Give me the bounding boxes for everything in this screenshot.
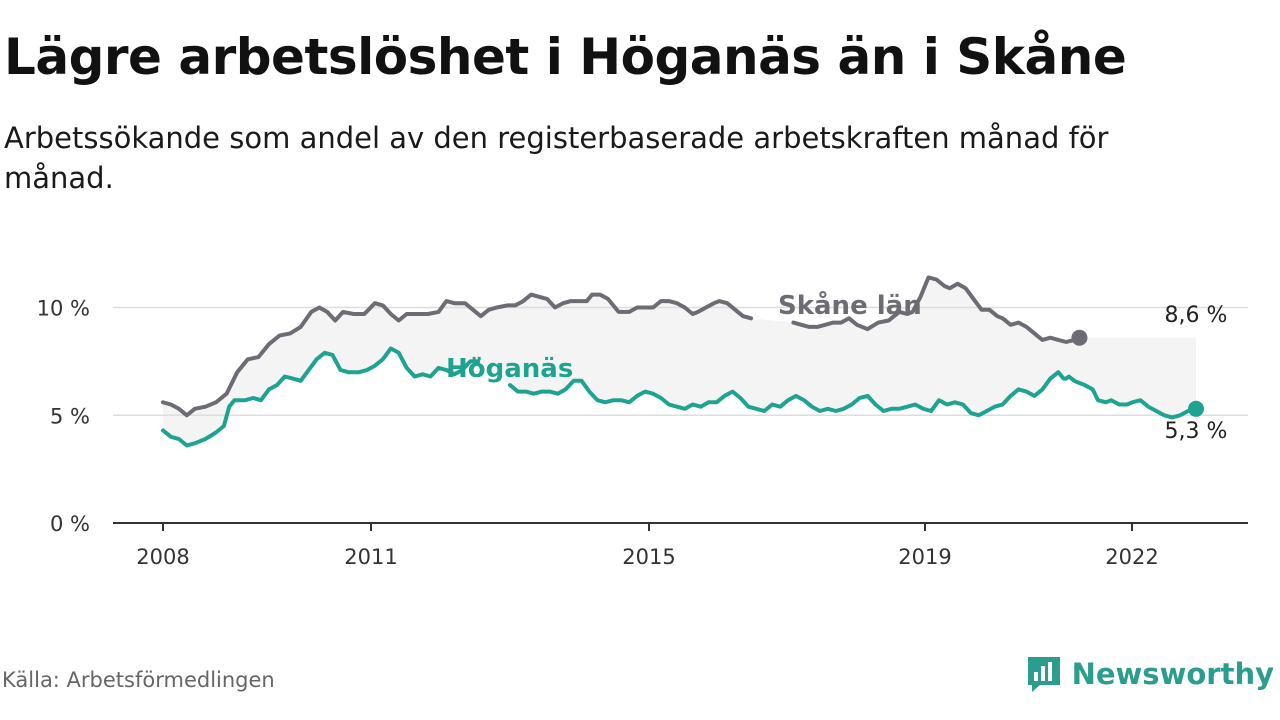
brand-logo[interactable]: Newsworthy	[1026, 652, 1274, 696]
y-tick-label: 10 %	[37, 297, 90, 321]
newsworthy-logo-icon	[1027, 657, 1060, 692]
series-layer	[161, 275, 1204, 448]
end-label-skane: 8,6 %	[1165, 303, 1228, 328]
series-skane-line-end-point	[1071, 329, 1088, 346]
axis-layer: 0 % 5 % 10 % 2008 2011 2015 2019 2022	[37, 297, 1248, 569]
x-tick-label: 2015	[622, 545, 675, 569]
x-tick-label: 2011	[344, 545, 397, 569]
series-annotation: Höganäs	[446, 354, 573, 384]
y-tick-label: 0 %	[50, 512, 90, 536]
series-annotation: Skåne län	[778, 289, 922, 321]
gridline-layer	[113, 306, 1248, 417]
series-skane-line	[161, 292, 753, 418]
chart-title: Lägre arbetslöshet i Höganäs än i Skåne	[4, 28, 1127, 86]
x-tick-label: 2008	[136, 545, 189, 569]
end-label-hoganas: 5,3 %	[1165, 419, 1228, 444]
label-layer: Skåne län Höganäs 8,6 % 5,3 %	[446, 289, 1227, 444]
series-hoganas-line	[161, 346, 481, 448]
difference-band-layer	[163, 277, 1196, 446]
chart-subtitle: Arbetssökande som andel av den registerb…	[4, 121, 1109, 195]
source-note: Källa: Arbetsförmedlingen	[2, 668, 275, 692]
series-hoganas-line-end-point	[1188, 400, 1204, 417]
y-tick-label: 5 %	[50, 404, 90, 428]
series-hoganas-line	[508, 370, 1198, 420]
x-tick-label: 2019	[898, 545, 951, 569]
x-tick-label: 2022	[1105, 545, 1158, 569]
difference-band	[163, 277, 1196, 446]
line-chart: 0 % 5 % 10 % 2008 2011 2015 2019 2022 Skåne län…	[37, 275, 1248, 569]
brand-name: Newsworthy	[1071, 657, 1274, 691]
series-skane-line	[791, 275, 1082, 344]
